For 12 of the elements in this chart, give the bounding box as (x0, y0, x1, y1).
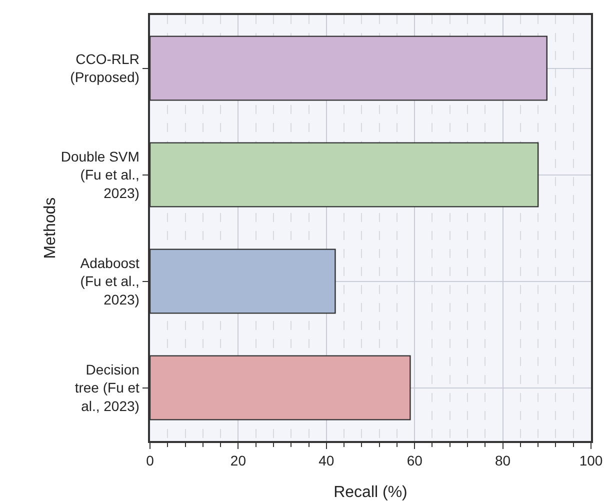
x-tick-label: 0 (146, 452, 154, 469)
x-axis-title: Recall (%) (334, 484, 408, 501)
y-tick-label: Double SVM (Fu et al., 2023) (60, 148, 140, 201)
y-axis-title: Methods (42, 197, 59, 259)
y-tick-label: CCO-RLR (Proposed) (70, 51, 140, 86)
x-tick-label: 80 (495, 452, 511, 469)
x-tick-label: 60 (406, 452, 423, 469)
x-tick-label: 20 (230, 452, 246, 469)
y-tick-label: Adaboost (Fu et al., 2023) (80, 254, 140, 308)
x-tick-label: 40 (318, 452, 334, 469)
y-tick-label: Decision tree (Fu et al., 2023) (74, 361, 140, 414)
x-tick-label: 100 (579, 452, 603, 469)
